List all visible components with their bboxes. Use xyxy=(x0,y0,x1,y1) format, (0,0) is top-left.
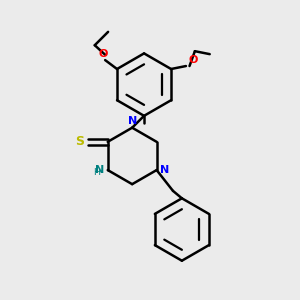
Text: N: N xyxy=(95,165,104,175)
Text: O: O xyxy=(99,49,108,58)
Text: S: S xyxy=(75,135,84,148)
Text: N: N xyxy=(160,165,169,175)
Text: N: N xyxy=(128,116,137,126)
Text: O: O xyxy=(188,55,198,64)
Text: H: H xyxy=(93,168,100,177)
